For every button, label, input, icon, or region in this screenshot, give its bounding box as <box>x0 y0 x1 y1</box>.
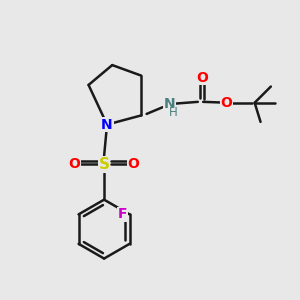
Text: O: O <box>196 71 208 85</box>
Text: O: O <box>128 157 140 171</box>
Text: S: S <box>99 157 110 172</box>
Text: F: F <box>118 207 127 221</box>
Text: N: N <box>101 118 113 132</box>
Text: N: N <box>164 97 175 111</box>
Text: O: O <box>69 157 81 171</box>
Text: O: O <box>221 96 232 110</box>
Text: H: H <box>168 106 177 119</box>
